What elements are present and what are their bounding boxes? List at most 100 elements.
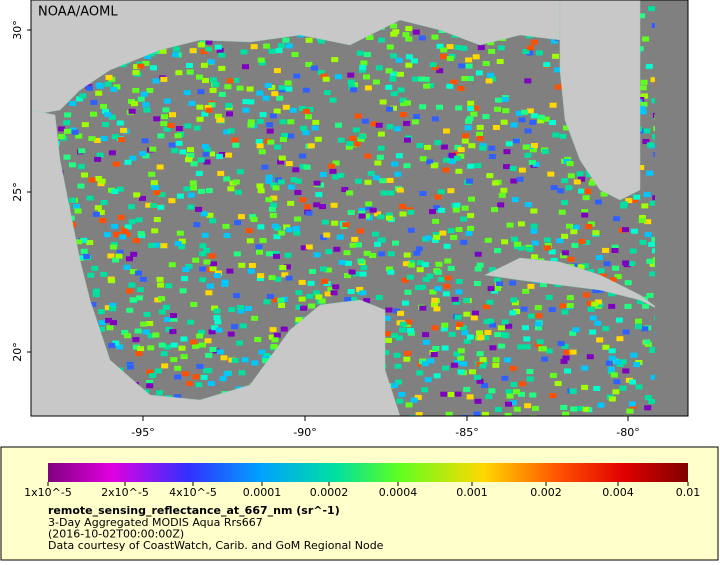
pixel (136, 287, 144, 293)
pixel (374, 241, 381, 247)
pixel (436, 104, 443, 110)
pixel (629, 248, 637, 254)
pixel (455, 168, 463, 174)
pixel (278, 85, 286, 91)
pixel (639, 239, 647, 245)
pixel (310, 65, 318, 71)
pixel (421, 361, 429, 367)
pixel (157, 204, 165, 210)
pixel (457, 86, 465, 91)
pixel (170, 342, 178, 348)
pixel (263, 43, 271, 49)
pixel (330, 290, 338, 296)
pixel (124, 333, 131, 339)
pixel (517, 221, 525, 227)
pixel (171, 148, 179, 154)
pixel (534, 305, 542, 311)
pixel (584, 189, 592, 194)
pixel (595, 199, 602, 205)
pixel (509, 280, 517, 286)
pixel (128, 219, 136, 225)
pixel (454, 314, 462, 320)
pixel (475, 70, 483, 76)
pixel (390, 91, 398, 97)
pixel (174, 365, 182, 371)
pixel (450, 234, 458, 240)
pixel (170, 313, 177, 319)
pixel (567, 173, 575, 179)
pixel (540, 282, 547, 288)
pixel (468, 196, 475, 202)
pixel (442, 157, 450, 163)
pixel (267, 139, 275, 145)
pixel (236, 340, 244, 346)
pixel (218, 65, 226, 71)
pixel (442, 291, 450, 297)
pixel (397, 310, 405, 316)
pixel (416, 260, 424, 266)
pixel (187, 147, 194, 153)
pixel (208, 151, 215, 157)
pixel (488, 145, 496, 151)
pixel (189, 48, 197, 54)
pixel (418, 76, 426, 82)
pixel (265, 251, 273, 257)
pixel (369, 207, 377, 213)
pixel (323, 232, 331, 238)
pixel (624, 303, 632, 309)
pixel (557, 188, 565, 194)
lon-labels: -95° -90° -85° -80° (131, 416, 640, 439)
pixel (192, 257, 200, 263)
pixel (58, 134, 66, 140)
pixel (80, 237, 88, 243)
pixel (135, 217, 143, 223)
pixel (487, 286, 495, 292)
pixel (256, 276, 264, 282)
pixel (329, 168, 337, 174)
pixel (193, 222, 201, 228)
pixel (271, 337, 279, 343)
pixel (76, 96, 83, 102)
pixel (133, 192, 141, 198)
pixel (95, 176, 103, 181)
pixel (466, 394, 474, 400)
pixel (251, 315, 259, 321)
pixel (163, 317, 171, 322)
pixel (396, 398, 404, 404)
pixel (201, 232, 209, 238)
pixel (363, 250, 371, 256)
pixel (355, 178, 362, 184)
pixel (63, 120, 71, 126)
pixel (532, 161, 540, 167)
pixel (152, 242, 160, 248)
pixel (399, 97, 407, 103)
pixel (638, 13, 646, 19)
pixel (639, 128, 647, 134)
pixel (492, 180, 500, 186)
pixel (348, 269, 356, 275)
pixel (118, 137, 125, 143)
pixel (644, 232, 652, 238)
pixel (274, 276, 282, 282)
pixel (510, 297, 518, 303)
pixel (364, 179, 372, 185)
pixel (514, 241, 522, 247)
colorbar-label: 0.001 (456, 486, 488, 499)
pixel (265, 197, 273, 203)
pixel (395, 379, 403, 385)
pixel (224, 84, 232, 90)
pixel (415, 285, 422, 291)
pixel (152, 185, 159, 191)
pixel (524, 403, 532, 409)
pixel (113, 84, 121, 90)
pixel (430, 163, 438, 169)
pixel (410, 58, 418, 64)
pixel (474, 398, 482, 404)
pixel (95, 90, 103, 96)
pixel (466, 76, 474, 82)
pixel (411, 119, 419, 125)
pixel (247, 99, 255, 105)
pixel (315, 192, 323, 198)
pixel (613, 216, 621, 222)
pixel (223, 176, 231, 182)
